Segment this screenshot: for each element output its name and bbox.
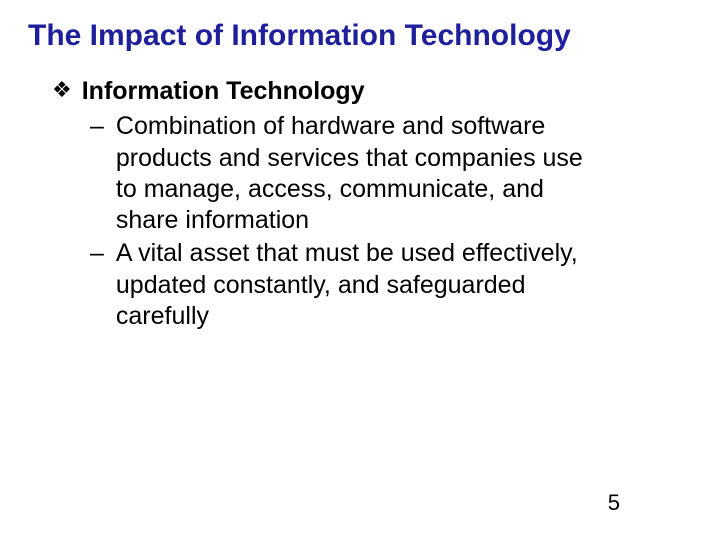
list-item: – A vital asset that must be used effect… [90, 238, 720, 332]
list-item: – Combination of hardware and software p… [90, 111, 720, 236]
section-heading: Information Technology [82, 76, 365, 107]
dash-bullet-icon: – [90, 238, 104, 269]
sub-item-text: Combination of hardware and software pro… [116, 111, 596, 236]
sub-list: – Combination of hardware and software p… [52, 107, 720, 332]
bullet-level-1: ❖ Information Technology [52, 76, 720, 107]
diamond-bullet-icon: ❖ [52, 76, 72, 105]
sub-item-text: A vital asset that must be used effectiv… [116, 238, 596, 332]
slide-content: ❖ Information Technology – Combination o… [0, 54, 720, 332]
dash-bullet-icon: – [90, 111, 104, 142]
slide-title: The Impact of Information Technology [0, 0, 640, 54]
page-number: 5 [608, 490, 620, 516]
